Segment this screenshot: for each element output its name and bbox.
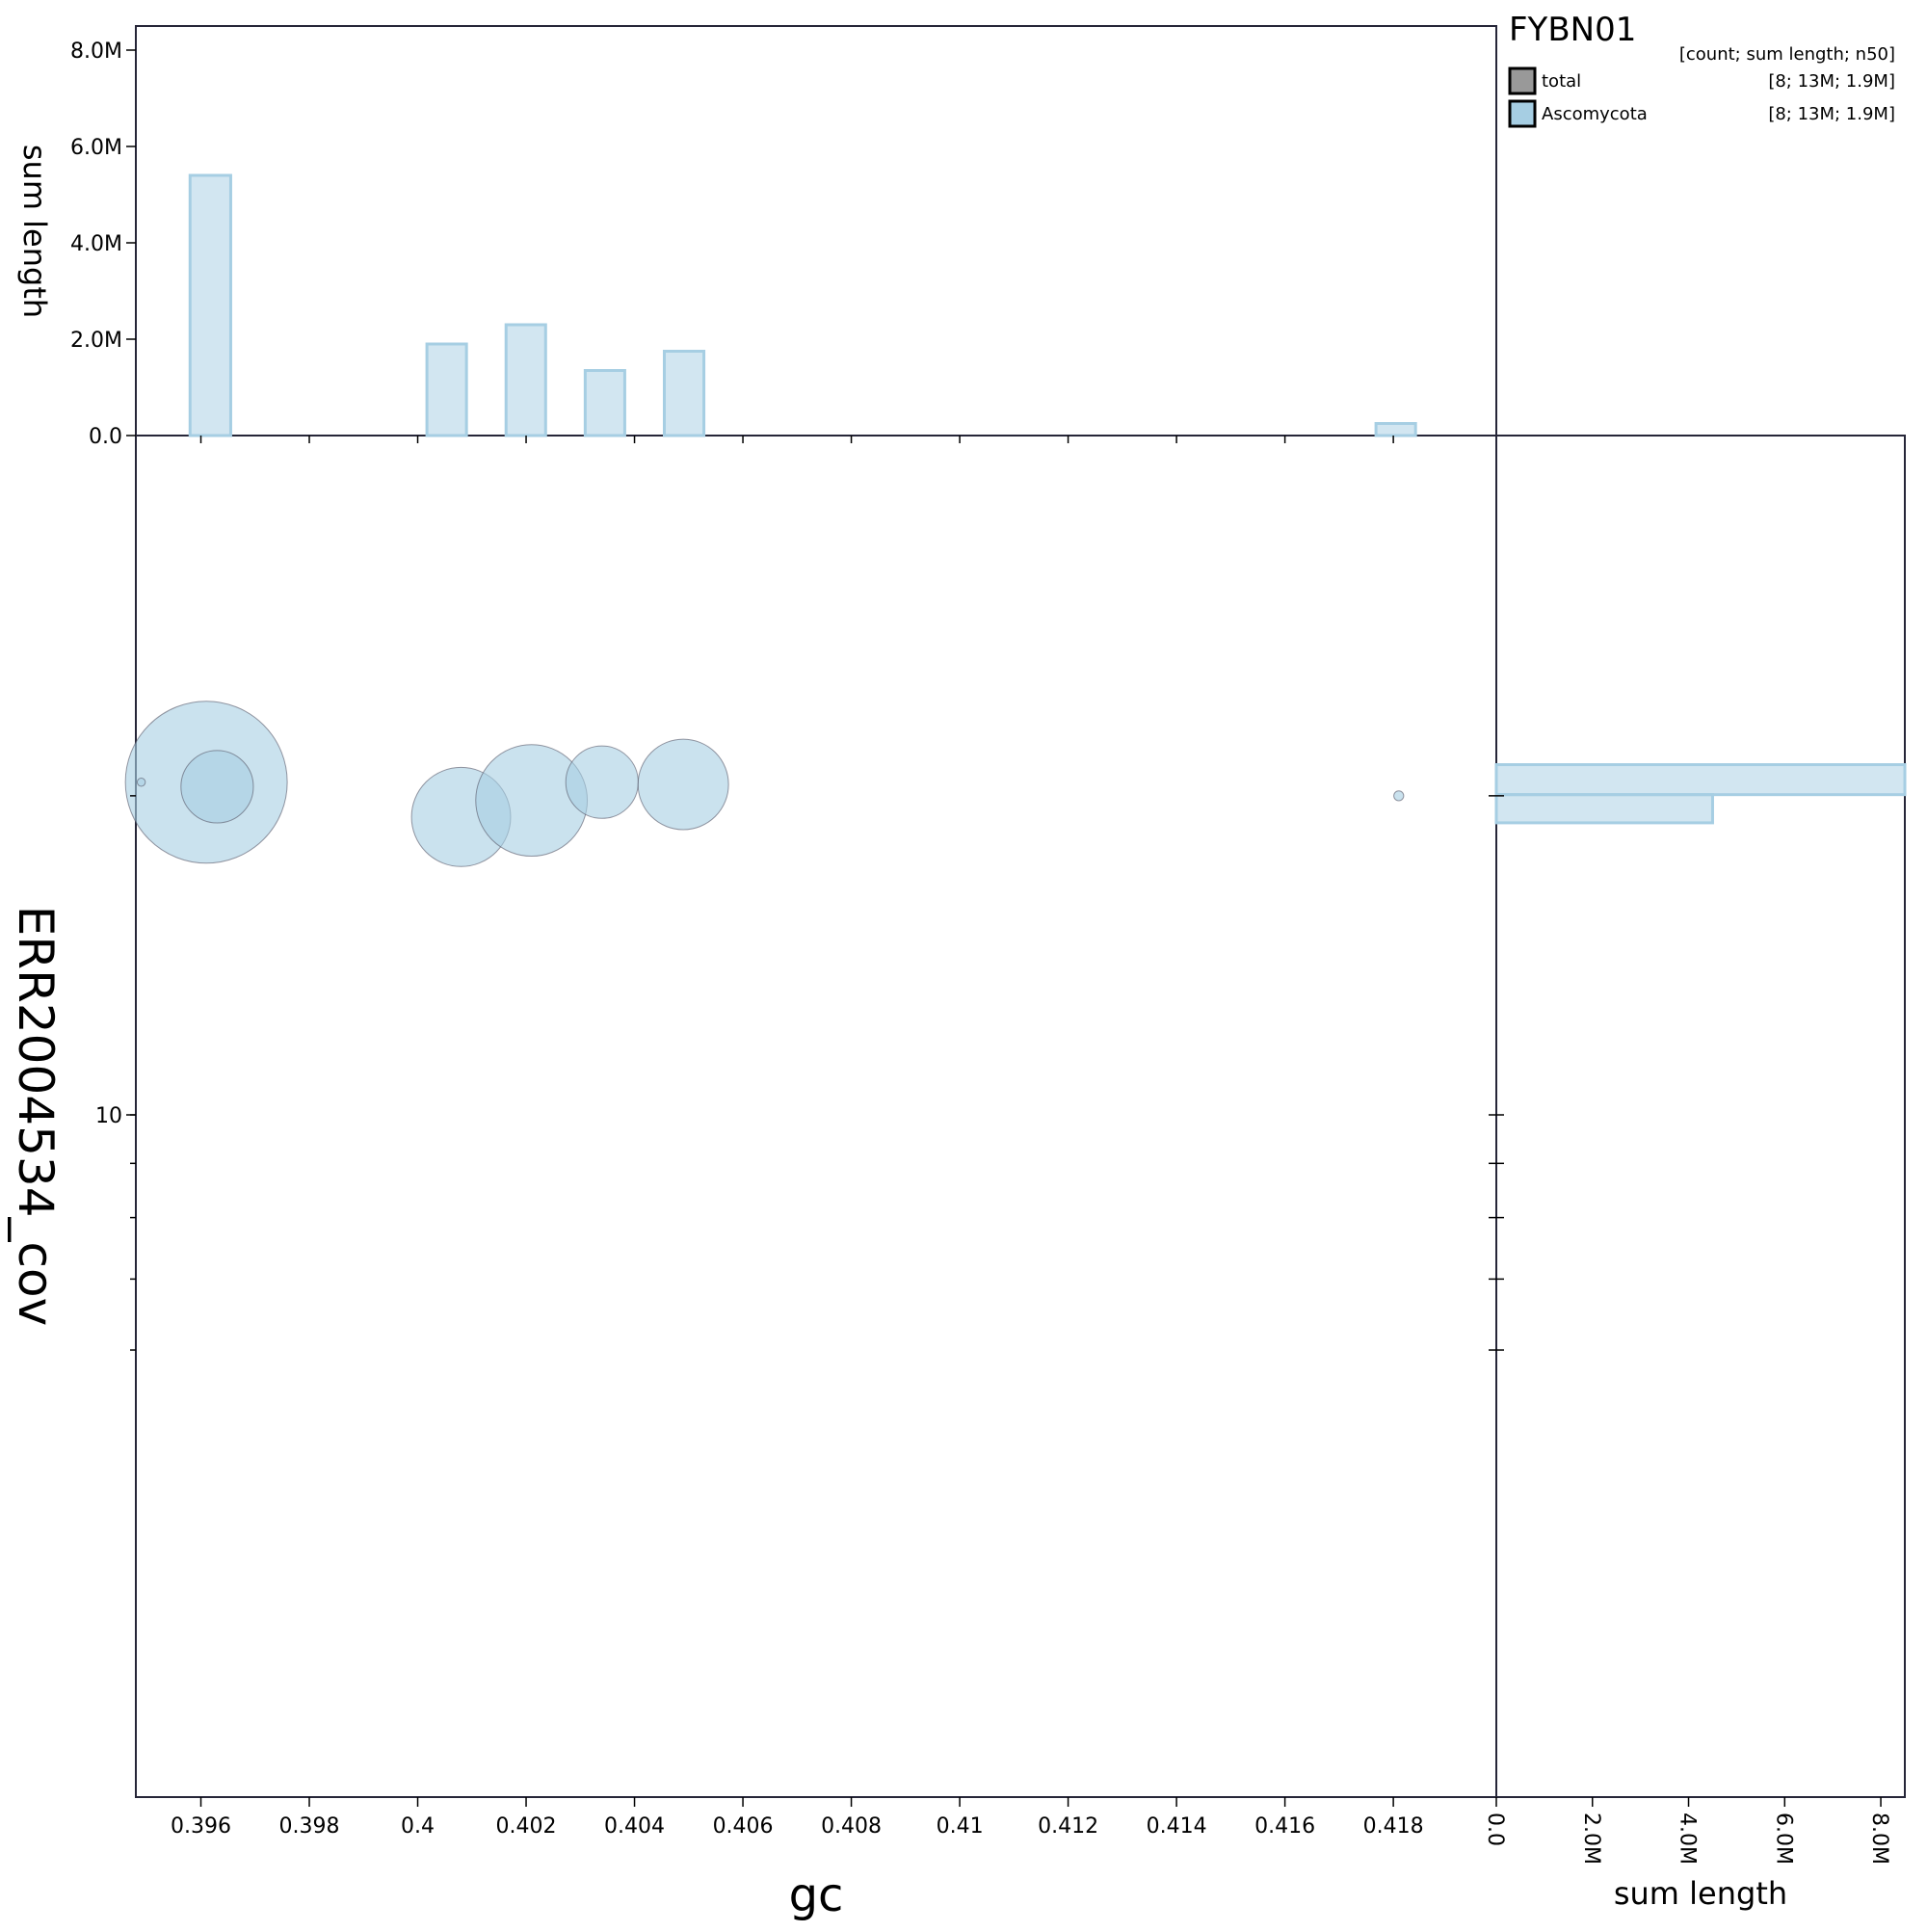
- legend-label-ascomycota: Ascomycota: [1542, 104, 1648, 124]
- x-tick-label: 0.418: [1363, 1814, 1424, 1839]
- scatter-points: [124, 701, 1405, 867]
- legend-stats-total: [8; 13M; 1.9M]: [1768, 71, 1895, 92]
- main-plot-frame: [135, 435, 1497, 1798]
- right-histogram-bar: [1494, 763, 1907, 797]
- right-histogram-x-label: sum length: [1614, 1875, 1787, 1912]
- x-tick-label: 0.4: [401, 1814, 435, 1839]
- chart-title: FYBN01: [1509, 11, 1636, 49]
- legend-stats-ascomycota: [8; 13M; 1.9M]: [1768, 104, 1895, 124]
- right-histogram-tick-label: 4.0M: [1676, 1813, 1700, 1865]
- top-histogram-bar: [188, 173, 232, 437]
- right-histogram-bar: [1494, 793, 1714, 825]
- scatter-point: [565, 745, 639, 819]
- top-histogram-tick-label: 6.0M: [70, 136, 122, 160]
- axis-ticks: 0.396 0.398 0.4 0.402 0.404 0.406 0.408 0.41 0.4…: [70, 40, 1891, 1865]
- x-tick-label: 0.396: [171, 1814, 231, 1839]
- right-histogram-tick-label: 2.0M: [1579, 1813, 1603, 1865]
- x-tick-label: 0.416: [1254, 1814, 1315, 1839]
- x-tick-label: 0.412: [1038, 1814, 1098, 1839]
- right-histogram-frame: [1495, 435, 1906, 1798]
- top-histogram-tick-label: 8.0M: [70, 40, 122, 64]
- top-histogram-bar: [425, 342, 468, 437]
- legend: FYBN01 [count; sum length; n50] total [8…: [1508, 11, 1895, 128]
- x-tick-label: 0.406: [713, 1814, 774, 1839]
- right-histogram-bars: [1494, 763, 1907, 825]
- top-histogram-tick-label: 4.0M: [70, 232, 122, 256]
- top-histogram-tick-label: 2.0M: [70, 329, 122, 353]
- x-tick-label: 0.404: [604, 1814, 665, 1839]
- x-tick-label: 0.398: [279, 1814, 340, 1839]
- right-histogram-tick-label: 8.0M: [1867, 1813, 1891, 1865]
- right-histogram-tick-label: 0.0: [1483, 1813, 1507, 1846]
- right-histogram-tick-label: 6.0M: [1771, 1813, 1795, 1865]
- y-axis-label: ERR2004534_cov: [8, 906, 64, 1326]
- top-histogram-bar: [504, 323, 547, 437]
- x-tick-label: 0.41: [937, 1814, 984, 1839]
- top-histogram-y-label: sum length: [16, 145, 53, 318]
- x-tick-label: 0.414: [1147, 1814, 1207, 1839]
- x-tick-label: 0.402: [496, 1814, 557, 1839]
- scatter-point: [180, 750, 254, 824]
- top-histogram-tick-label: 0.0: [89, 425, 122, 449]
- x-axis-label: gc: [789, 1868, 844, 1922]
- legend-swatch-ascomycota: [1508, 99, 1537, 128]
- x-tick-label: 0.408: [821, 1814, 882, 1839]
- top-histogram-bar: [662, 350, 706, 437]
- top-histogram-bar: [583, 369, 626, 437]
- top-histogram-frame: [135, 25, 1497, 437]
- legend-header: [count; sum length; n50]: [1679, 44, 1895, 65]
- scatter-point: [637, 738, 729, 831]
- y-tick-label: 10: [95, 1104, 122, 1128]
- top-histogram-bars: [188, 173, 1417, 437]
- legend-label-total: total: [1542, 71, 1581, 92]
- top-histogram-bar: [1374, 422, 1417, 437]
- scatter-point: [136, 778, 146, 787]
- legend-swatch-total: [1508, 66, 1537, 95]
- scatter-point: [1393, 790, 1405, 802]
